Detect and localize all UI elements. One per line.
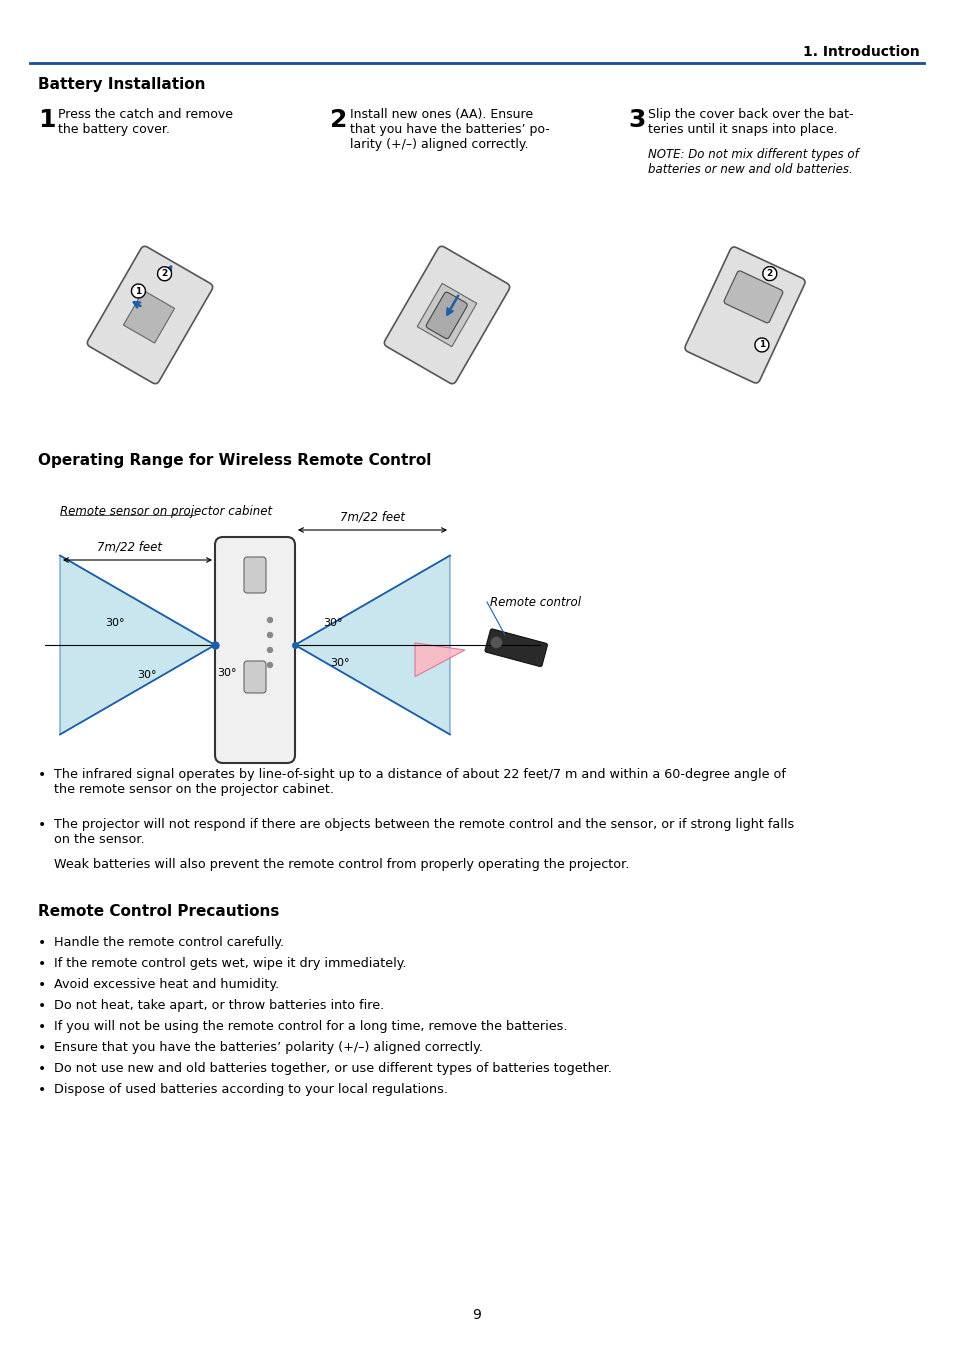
Text: 1: 1 bbox=[135, 287, 141, 295]
Polygon shape bbox=[294, 555, 450, 735]
Text: 30°: 30° bbox=[330, 658, 350, 669]
Circle shape bbox=[754, 338, 768, 352]
Text: 1. Introduction: 1. Introduction bbox=[802, 44, 919, 59]
Bar bbox=[416, 283, 476, 346]
Text: Ensure that you have the batteries’ polarity (+/–) aligned correctly.: Ensure that you have the batteries’ pola… bbox=[54, 1041, 482, 1054]
Text: Remote Control Precautions: Remote Control Precautions bbox=[38, 905, 279, 919]
Circle shape bbox=[762, 267, 776, 280]
Bar bbox=[123, 290, 174, 342]
FancyBboxPatch shape bbox=[214, 537, 294, 763]
Text: 7m/22 feet: 7m/22 feet bbox=[339, 510, 405, 523]
Text: Avoid excessive heat and humidity.: Avoid excessive heat and humidity. bbox=[54, 979, 279, 991]
Text: Press the catch and remove
the battery cover.: Press the catch and remove the battery c… bbox=[58, 108, 233, 136]
Text: Dispose of used batteries according to your local regulations.: Dispose of used batteries according to y… bbox=[54, 1082, 448, 1096]
Text: •: • bbox=[38, 979, 46, 992]
Text: •: • bbox=[38, 999, 46, 1012]
Text: 2: 2 bbox=[330, 108, 347, 132]
Circle shape bbox=[490, 636, 502, 648]
Text: Operating Range for Wireless Remote Control: Operating Range for Wireless Remote Cont… bbox=[38, 453, 431, 468]
Text: If you will not be using the remote control for a long time, remove the batterie: If you will not be using the remote cont… bbox=[54, 1020, 567, 1033]
Text: 30°: 30° bbox=[105, 617, 125, 628]
Text: •: • bbox=[38, 957, 46, 971]
Text: If the remote control gets wet, wipe it dry immediately.: If the remote control gets wet, wipe it … bbox=[54, 957, 406, 971]
Circle shape bbox=[267, 647, 273, 652]
Text: Battery Installation: Battery Installation bbox=[38, 77, 205, 93]
Text: The projector will not respond if there are objects between the remote control a: The projector will not respond if there … bbox=[54, 818, 794, 847]
FancyBboxPatch shape bbox=[484, 630, 547, 666]
Text: 1: 1 bbox=[38, 108, 55, 132]
Text: Do not use new and old batteries together, or use different types of batteries t: Do not use new and old batteries togethe… bbox=[54, 1062, 611, 1074]
FancyBboxPatch shape bbox=[426, 293, 467, 338]
Text: Slip the cover back over the bat-
teries until it snaps into place.: Slip the cover back over the bat- teries… bbox=[647, 108, 853, 136]
Text: 2: 2 bbox=[766, 270, 772, 278]
Text: Install new ones (AA). Ensure
that you have the batteries’ po-
larity (+/–) alig: Install new ones (AA). Ensure that you h… bbox=[350, 108, 549, 151]
Text: Remote sensor on projector cabinet: Remote sensor on projector cabinet bbox=[60, 506, 272, 519]
Text: •: • bbox=[38, 1020, 46, 1034]
Text: •: • bbox=[38, 936, 46, 950]
Text: 9: 9 bbox=[472, 1308, 481, 1322]
Text: 3: 3 bbox=[627, 108, 644, 132]
Text: 7m/22 feet: 7m/22 feet bbox=[97, 541, 162, 553]
Text: •: • bbox=[38, 1082, 46, 1097]
Text: Weak batteries will also prevent the remote control from properly operating the : Weak batteries will also prevent the rem… bbox=[54, 857, 629, 871]
Text: NOTE: Do not mix different types of
batteries or new and old batteries.: NOTE: Do not mix different types of batt… bbox=[647, 148, 858, 177]
Text: The infrared signal operates by line-of-sight up to a distance of about 22 feet/: The infrared signal operates by line-of-… bbox=[54, 768, 785, 797]
Text: •: • bbox=[38, 818, 46, 832]
FancyBboxPatch shape bbox=[723, 271, 782, 324]
Circle shape bbox=[267, 662, 273, 667]
Text: 2: 2 bbox=[161, 270, 168, 278]
Text: Handle the remote control carefully.: Handle the remote control carefully. bbox=[54, 936, 284, 949]
Text: Remote control: Remote control bbox=[490, 596, 580, 608]
Circle shape bbox=[157, 267, 172, 280]
Circle shape bbox=[132, 284, 145, 298]
Text: 30°: 30° bbox=[217, 669, 236, 678]
Text: Do not heat, take apart, or throw batteries into fire.: Do not heat, take apart, or throw batter… bbox=[54, 999, 384, 1012]
FancyBboxPatch shape bbox=[684, 247, 804, 383]
Circle shape bbox=[267, 632, 273, 638]
FancyBboxPatch shape bbox=[384, 247, 509, 384]
Text: •: • bbox=[38, 768, 46, 782]
Text: •: • bbox=[38, 1041, 46, 1055]
Text: 30°: 30° bbox=[323, 617, 342, 628]
Polygon shape bbox=[60, 555, 214, 735]
Text: •: • bbox=[38, 1062, 46, 1076]
Polygon shape bbox=[415, 643, 464, 677]
Text: 30°: 30° bbox=[137, 670, 156, 679]
Circle shape bbox=[267, 617, 273, 623]
FancyBboxPatch shape bbox=[244, 557, 266, 593]
FancyBboxPatch shape bbox=[88, 247, 213, 384]
Text: 1: 1 bbox=[758, 341, 764, 349]
FancyBboxPatch shape bbox=[244, 661, 266, 693]
